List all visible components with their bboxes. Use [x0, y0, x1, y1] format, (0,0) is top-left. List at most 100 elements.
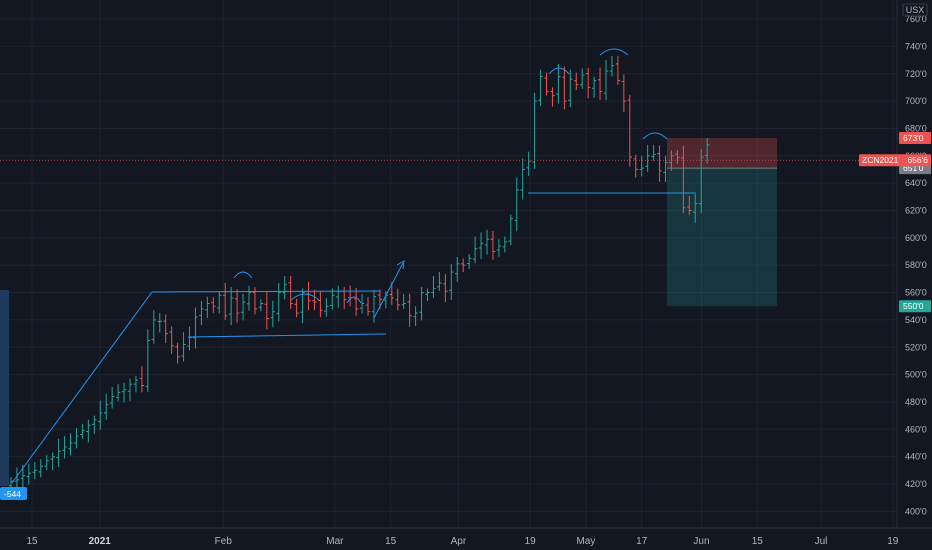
- ohlc-bar: [597, 67, 603, 100]
- stop-loss-zone: [667, 138, 777, 169]
- time-tick: 19: [887, 536, 899, 547]
- ohlc-bar: [681, 145, 686, 214]
- ohlc-bar: [38, 459, 43, 478]
- price-tick: 720'0: [905, 69, 927, 79]
- ohlc-bar: [556, 64, 561, 104]
- time-tick: 15: [752, 536, 764, 547]
- ohlc-bar: [26, 463, 32, 485]
- top-arc: [548, 67, 570, 75]
- top-arc: [642, 132, 668, 140]
- svg-text:USX: USX: [906, 5, 925, 15]
- time-tick: Jun: [693, 536, 709, 547]
- ohlc-bar: [365, 296, 371, 316]
- price-tick: 520'0: [905, 342, 927, 352]
- time-tick: 19: [525, 536, 537, 547]
- ohlc-bar: [318, 290, 323, 318]
- time-tick: Mar: [326, 536, 344, 547]
- ohlc-bar: [199, 300, 204, 326]
- ohlc-bar: [288, 275, 293, 309]
- ohlc-bar: [145, 329, 151, 392]
- ohlc-bar: [591, 76, 597, 98]
- time-axis[interactable]: 15 2021 Feb Mar 15 Apr 19 May 17 Jun 15 Jul 19: [26, 536, 898, 547]
- price-tick: 400'0: [905, 506, 927, 516]
- ohlc-bar: [228, 287, 234, 326]
- time-tick: Jul: [815, 536, 828, 547]
- ohlc-bar: [330, 288, 335, 310]
- ohlc-bar: [92, 415, 97, 434]
- ohlc-bar: [62, 436, 67, 459]
- ohlc-bar: [526, 151, 531, 177]
- ohlc-bar: [240, 293, 246, 321]
- trend-drawings: [11, 48, 696, 484]
- ohlc-bar: [282, 276, 287, 300]
- ohlc-bar: [675, 150, 680, 165]
- ohlc-bar: [633, 154, 638, 178]
- ohlc-bar: [514, 177, 519, 232]
- ohlc-bar: [80, 423, 85, 439]
- svg-text:550'0: 550'0: [903, 301, 924, 311]
- ohlc-bar: [377, 289, 383, 309]
- ohlc-bar: [264, 292, 270, 330]
- price-tick: 600'0: [905, 233, 927, 243]
- price-tick: 680'0: [905, 123, 927, 133]
- price-tick: 580'0: [905, 260, 927, 270]
- time-tick: May: [576, 536, 595, 547]
- trend-line: [11, 291, 153, 484]
- arrow-head: [396, 260, 405, 270]
- ohlc-bar: [484, 229, 490, 255]
- top-arc: [233, 271, 253, 279]
- breakout-arrow-line: [373, 262, 404, 319]
- ohlc-bar: [472, 236, 478, 264]
- ohlc-bar: [151, 310, 156, 344]
- support-line: [187, 333, 387, 338]
- ohlc-bar: [437, 272, 442, 291]
- svg-text:ZCN2021: ZCN2021: [862, 155, 899, 165]
- ohlc-bar: [169, 326, 174, 355]
- ohlc-bar: [270, 300, 275, 328]
- ohlc-bar: [461, 258, 466, 273]
- ohlc-bar: [104, 393, 109, 420]
- ohlc-bar: [127, 378, 133, 401]
- time-tick: Apr: [451, 536, 467, 547]
- ohlc-bar: [443, 274, 448, 303]
- ohlc-bar: [187, 326, 192, 351]
- price-tick: 420'0: [905, 479, 927, 489]
- ohlc-bar: [568, 69, 573, 108]
- ohlc-bar: [115, 384, 121, 402]
- ohlc-bar: [585, 68, 591, 99]
- ohlc-bar: [544, 72, 549, 96]
- price-tick: 560'0: [905, 288, 927, 298]
- ohlc-bar: [223, 282, 228, 320]
- time-tick: 2021: [89, 536, 112, 547]
- ohlc-bar: [645, 144, 650, 172]
- price-tick: 760'0: [905, 14, 927, 24]
- ohlc-bar: [294, 298, 299, 318]
- ohlc-bar: [353, 287, 359, 316]
- ohlc-bar: [449, 263, 454, 300]
- ohlc-bar: [359, 293, 365, 314]
- ohlc-bar: [550, 87, 555, 107]
- price-tick: 640'0: [905, 178, 927, 188]
- ohlc-bar: [163, 314, 168, 344]
- ohlc-bar: [431, 276, 436, 299]
- position-zones: [667, 138, 777, 307]
- ohlc-bar: [32, 462, 37, 480]
- ohlc-bar: [217, 291, 222, 314]
- ohlc-bar: [181, 332, 186, 362]
- ohlc-bar: [68, 433, 73, 456]
- ohlc-bar: [395, 288, 400, 311]
- ohlc-bar: [234, 289, 240, 323]
- ohlc-bar: [627, 94, 632, 167]
- ohlc-bar: [74, 427, 79, 449]
- price-tick: 700'0: [905, 96, 927, 106]
- time-tick: 15: [385, 536, 397, 547]
- ohlc-bar: [258, 299, 264, 312]
- price-axis[interactable]: 400'0 420'0 440'0 460'0 480'0 500'0 520'0 540'0…: [905, 14, 927, 516]
- price-tag: 550'0: [899, 300, 931, 313]
- ohlc-bar: [205, 296, 210, 318]
- svg-text:651'0: 651'0: [903, 163, 924, 173]
- ohlc-bar: [419, 287, 424, 321]
- ohlc-bar: [538, 69, 543, 106]
